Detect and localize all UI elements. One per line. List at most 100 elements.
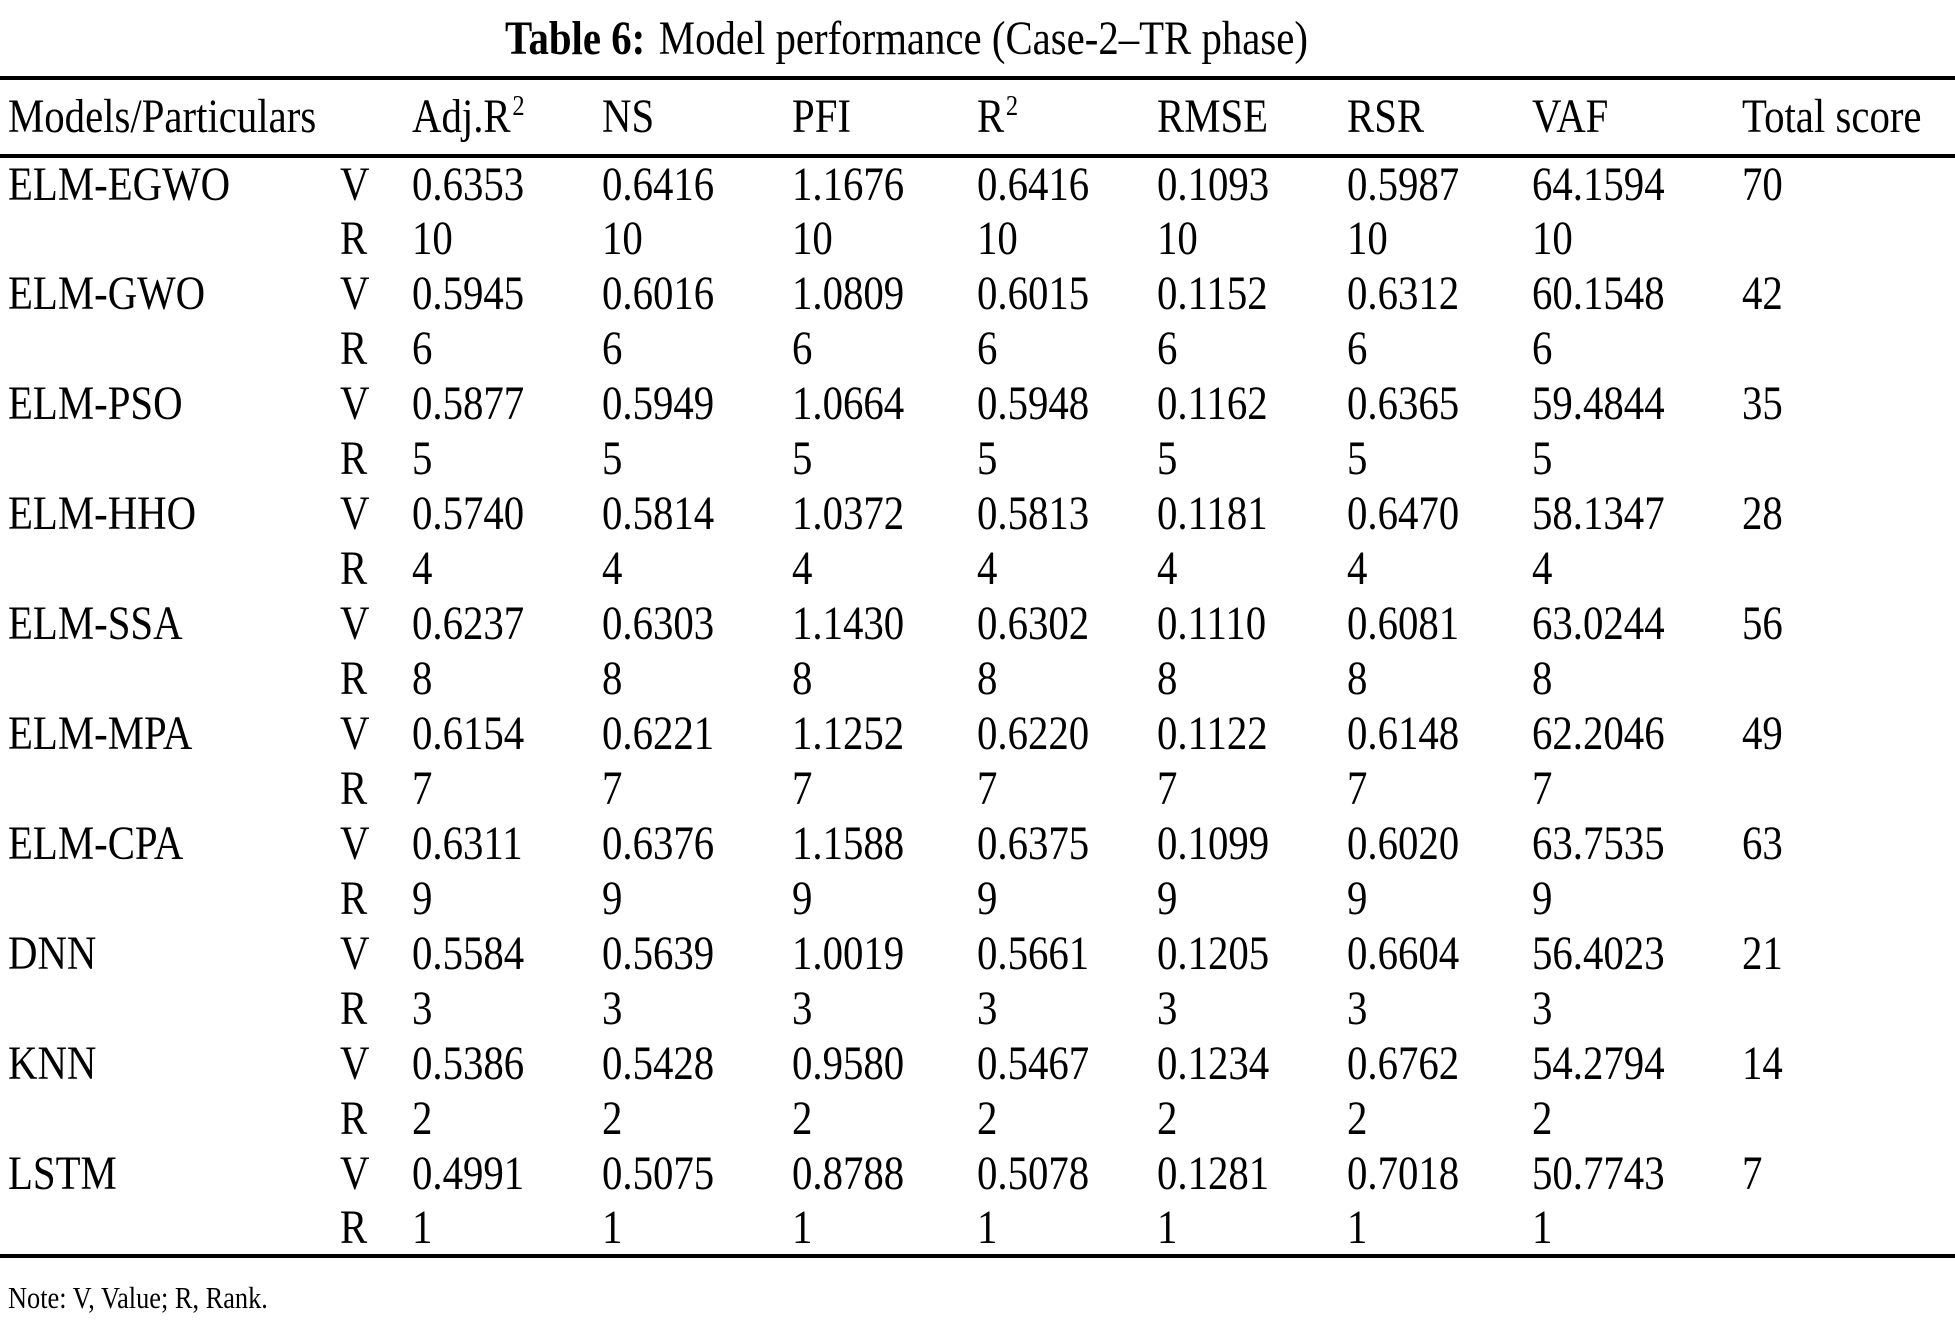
- metric-value: 59.4844: [1532, 376, 1665, 430]
- metric-value: 0.7018: [1347, 1146, 1460, 1200]
- column-header: R2: [977, 90, 1019, 143]
- metric-rank: 10: [412, 211, 453, 265]
- column-header: RMSE: [1157, 90, 1269, 143]
- metric-value: 0.5813: [977, 486, 1090, 540]
- metric-rank: 2: [977, 1091, 998, 1145]
- metric-rank: 5: [602, 431, 623, 485]
- table-note-text: Note: V, Value; R, Rank.: [8, 1280, 268, 1315]
- model-name-empty: [0, 321, 340, 376]
- metric-rank: 9: [792, 871, 813, 925]
- metric-value: 1.1430: [792, 596, 905, 650]
- metric-rank: 8: [792, 651, 813, 705]
- model-name-empty: [0, 541, 340, 596]
- metric-rank: 6: [1157, 321, 1178, 375]
- metric-value: 0.6353: [412, 157, 525, 211]
- metric-rank: 5: [1532, 431, 1553, 485]
- metric-rank: 7: [1157, 761, 1178, 815]
- row-type-label: R: [340, 981, 368, 1035]
- metric-rank: 10: [602, 211, 643, 265]
- metric-value: 0.5075: [602, 1146, 715, 1200]
- metric-value: 1.0019: [792, 926, 905, 980]
- row-type-label: R: [340, 761, 368, 815]
- metric-rank: 7: [1532, 761, 1553, 815]
- metric-rank: 1: [1347, 1200, 1368, 1254]
- table-caption-text: Model performance (Case-2–TR phase): [658, 11, 1309, 65]
- metric-rank: 1: [792, 1200, 813, 1254]
- metric-rank: 2: [1347, 1091, 1368, 1145]
- model-name-empty: [0, 761, 340, 816]
- metric-rank: 5: [1157, 431, 1178, 485]
- model-name: ELM-SSA: [8, 596, 183, 650]
- metric-value: 60.1548: [1532, 266, 1665, 320]
- metric-value: 0.5740: [412, 486, 525, 540]
- metric-value: 0.6016: [602, 266, 715, 320]
- metric-rank: 1: [977, 1200, 998, 1254]
- model-name-empty: [0, 211, 340, 266]
- metric-rank: 4: [792, 541, 813, 595]
- metric-rank: 9: [412, 871, 433, 925]
- row-type-label: V: [340, 816, 370, 870]
- total-score: 14: [1742, 1036, 1783, 1090]
- total-score: 35: [1742, 376, 1783, 430]
- table-caption-label: Table 6:: [505, 11, 646, 65]
- model-name: ELM-CPA: [8, 816, 184, 870]
- total-score-empty: [1742, 1201, 1955, 1256]
- metric-value: 0.1281: [1157, 1146, 1270, 1200]
- metric-rank: 9: [1157, 871, 1178, 925]
- value-row: ELM-CPA V 0.6311 0.6376 1.1588 0.6375 0.1099 0.…: [0, 816, 1955, 871]
- metric-rank: 6: [602, 321, 623, 375]
- row-type-label: V: [340, 1036, 370, 1090]
- total-score: 70: [1742, 157, 1783, 211]
- value-row: KNN V 0.5386 0.5428 0.9580 0.5467 0.1234 0.6762…: [0, 1036, 1955, 1091]
- metric-rank: 8: [1347, 651, 1368, 705]
- metric-rank: 9: [1532, 871, 1553, 925]
- row-type-label: R: [340, 431, 368, 485]
- metric-rank: 8: [977, 651, 998, 705]
- metric-value: 0.6365: [1347, 376, 1460, 430]
- total-score: 7: [1742, 1146, 1763, 1200]
- model-name: ELM-PSO: [8, 376, 183, 430]
- metric-rank: 3: [1157, 981, 1178, 1035]
- model-name-empty: [0, 871, 340, 926]
- model-name-empty: [0, 981, 340, 1036]
- metric-rank: 8: [1157, 651, 1178, 705]
- column-header: Models/Particulars: [8, 90, 317, 143]
- metric-value: 0.1205: [1157, 926, 1270, 980]
- metric-value: 0.6220: [977, 706, 1090, 760]
- metric-rank: 5: [792, 431, 813, 485]
- value-row: DNN V 0.5584 0.5639 1.0019 0.5661 0.1205 0.6604…: [0, 926, 1955, 981]
- row-type-label: R: [340, 1200, 368, 1254]
- header-superscript: 2: [1005, 90, 1019, 122]
- row-type-label: V: [340, 596, 370, 650]
- row-type-label: V: [340, 706, 370, 760]
- metric-value: 0.6604: [1347, 926, 1460, 980]
- value-row: ELM-HHO V 0.5740 0.5814 1.0372 0.5813 0.1181 0.…: [0, 486, 1955, 541]
- metric-value: 0.5948: [977, 376, 1090, 430]
- total-score-empty: [1742, 321, 1955, 376]
- metric-value: 50.7743: [1532, 1146, 1665, 1200]
- total-score: 28: [1742, 486, 1783, 540]
- metric-value: 0.5386: [412, 1036, 525, 1090]
- metric-value: 63.0244: [1532, 596, 1665, 650]
- model-name: ELM-GWO: [8, 266, 206, 320]
- metric-rank: 7: [602, 761, 623, 815]
- row-type-label: R: [340, 871, 368, 925]
- row-type-label: V: [340, 157, 370, 211]
- rank-row: R 10 10 10 10 10 10 10: [0, 211, 1955, 266]
- column-header: Total score: [1742, 90, 1922, 143]
- metric-rank: 9: [977, 871, 998, 925]
- metric-rank: 7: [412, 761, 433, 815]
- metric-rank: 5: [412, 431, 433, 485]
- metric-value: 0.6312: [1347, 266, 1460, 320]
- metric-value: 0.1234: [1157, 1036, 1270, 1090]
- metric-rank: 4: [412, 541, 433, 595]
- metric-rank: 6: [792, 321, 813, 375]
- metric-rank: 2: [1157, 1091, 1178, 1145]
- table-body: ELM-EGWO V 0.6353 0.6416 1.1676 0.6416 0.1093 0…: [0, 156, 1955, 1256]
- metric-value: 0.6237: [412, 596, 525, 650]
